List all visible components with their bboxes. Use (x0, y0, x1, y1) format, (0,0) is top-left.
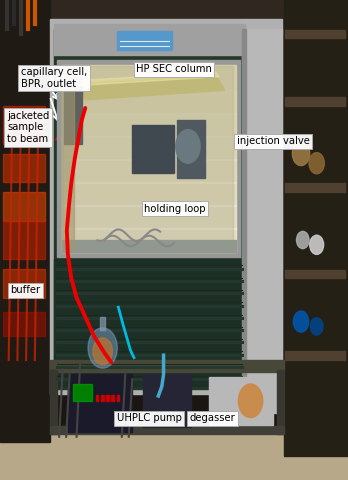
Bar (285, 183, 345, 192)
Circle shape (293, 311, 309, 332)
Text: buffer: buffer (10, 285, 41, 295)
Bar (100, 317, 105, 330)
Bar (3, 192, 45, 221)
Bar (143, 374, 191, 427)
Bar (0, 0, 348, 34)
Bar (101, 395, 104, 401)
Bar (242, 29, 282, 413)
Bar (3, 269, 45, 298)
Bar (96, 395, 98, 401)
Bar (3, 312, 45, 336)
Bar (50, 360, 284, 372)
Bar (62, 113, 236, 137)
Bar (117, 31, 172, 50)
Bar (54, 24, 245, 55)
Bar (242, 29, 246, 413)
Bar (132, 125, 174, 173)
Text: HP SEC column: HP SEC column (136, 64, 212, 74)
Bar (0, 432, 348, 480)
Bar (68, 374, 132, 432)
Bar (50, 370, 57, 434)
Text: degasser: degasser (190, 413, 235, 423)
Bar (64, 77, 82, 144)
Bar (62, 67, 236, 91)
Bar (62, 182, 236, 206)
Bar (63, 66, 233, 251)
Circle shape (88, 328, 117, 368)
Bar (62, 66, 74, 251)
Bar (285, 97, 345, 106)
Bar (62, 65, 236, 252)
Bar (106, 395, 109, 401)
Circle shape (310, 318, 323, 335)
Bar (62, 136, 236, 160)
Bar (62, 205, 236, 229)
Circle shape (310, 235, 324, 254)
Bar (0, 0, 50, 442)
Bar (62, 159, 236, 183)
Bar (50, 19, 282, 394)
Bar (285, 351, 345, 360)
Polygon shape (77, 74, 224, 100)
Bar (111, 395, 114, 401)
Bar (3, 221, 45, 259)
Circle shape (292, 142, 310, 166)
Bar (285, 30, 345, 38)
Text: injection valve: injection valve (237, 136, 309, 146)
Bar (117, 395, 119, 401)
Circle shape (93, 338, 112, 365)
Circle shape (309, 153, 324, 174)
Bar (3, 106, 45, 144)
Circle shape (176, 130, 200, 163)
Polygon shape (77, 72, 219, 85)
Bar (62, 240, 236, 252)
Bar (277, 370, 284, 434)
Bar (62, 228, 236, 252)
Circle shape (296, 231, 309, 249)
Bar (57, 60, 240, 257)
Text: UHPLC pump: UHPLC pump (117, 413, 181, 423)
Bar (209, 377, 273, 425)
Bar (177, 120, 205, 178)
Bar (284, 0, 348, 456)
Bar (54, 29, 245, 389)
Bar (285, 270, 345, 278)
Text: capillary cell,
BPR, outlet: capillary cell, BPR, outlet (21, 67, 87, 89)
Bar (3, 154, 45, 182)
Text: holding loop: holding loop (144, 204, 206, 214)
Bar (73, 384, 92, 401)
Bar (62, 90, 236, 114)
Bar (50, 426, 284, 434)
Bar (73, 384, 92, 401)
Text: jacketed
sample
to beam: jacketed sample to beam (7, 111, 49, 144)
Circle shape (238, 384, 263, 418)
Bar (54, 259, 245, 386)
